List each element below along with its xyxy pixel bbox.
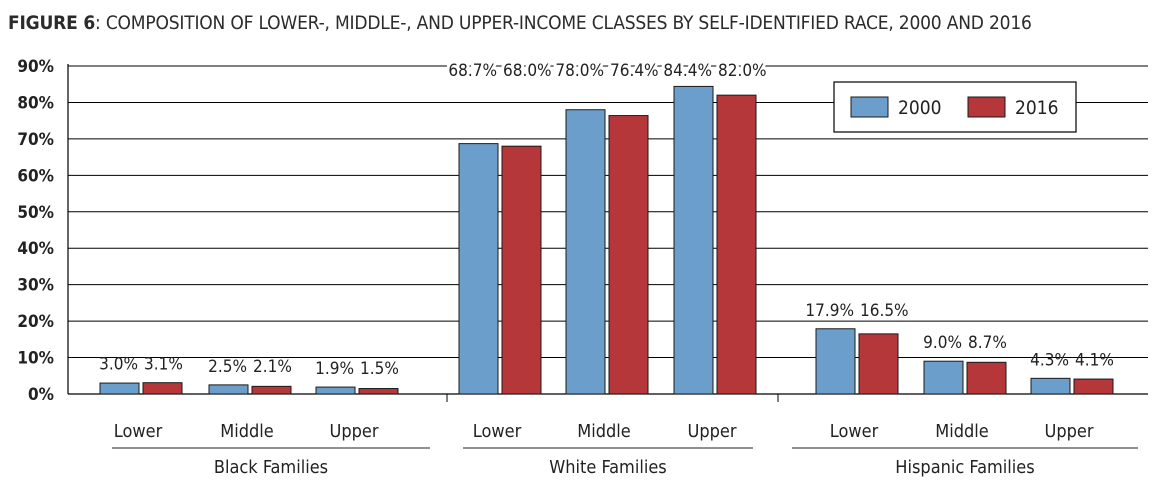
bar-2000 [99,382,140,395]
bar-2000 [208,384,249,395]
figure-title: FIGURE 6: COMPOSITION OF LOWER-, MIDDLE-… [8,6,1032,40]
data-label: 16.5% [860,301,909,321]
legend-label: 2000 [898,97,942,119]
bar-2016 [608,115,649,395]
data-label: 2.5% [208,357,247,377]
bar-2016 [501,145,542,395]
bar-2016 [142,382,183,395]
data-label: 84.4% [663,61,712,81]
category-label: Middle [935,421,989,442]
figure-label: FIGURE 6 [8,12,96,34]
bar-2000 [315,386,356,395]
y-tick-label: 40% [17,239,54,259]
data-label: 68.0% [503,61,552,81]
y-tick-label: 60% [17,166,54,186]
data-label: 2.1% [253,357,292,377]
data-label: 76.4% [610,61,659,81]
category-label: Upper [687,421,736,442]
category-label: Upper [1044,421,1093,442]
y-tick-label: 50% [17,203,54,223]
bar-2000 [458,143,499,395]
data-label: 9.0% [923,333,962,353]
legend-label: 2016 [1015,97,1059,119]
y-tick-label: 70% [17,130,54,150]
bar-2000 [565,109,606,395]
data-label: 82.0% [718,61,767,81]
category-label: Lower [830,421,879,442]
y-tick-label: 90% [17,57,54,77]
category-label: Middle [577,421,631,442]
y-tick-label: 0% [28,385,54,405]
data-label: 3.0% [99,355,138,375]
legend-swatch-2016 [967,96,1006,118]
bar-2000 [923,360,964,395]
data-label: 17.9% [805,301,854,321]
data-label: 1.5% [360,359,399,379]
y-tick-label: 30% [17,276,54,296]
data-label: 8.7% [968,333,1007,353]
group-label: Black Families [214,457,328,478]
category-label: Lower [114,421,163,442]
bar-2016 [858,333,899,395]
data-label: 1.9% [315,359,354,379]
legend-swatch-2000 [850,96,889,118]
y-tick-label: 20% [17,312,54,332]
category-label: Middle [220,421,274,442]
data-label: 68.7% [448,61,497,81]
bar-2000 [815,328,856,395]
bar-2016 [966,361,1007,395]
data-label: 4.1% [1075,350,1114,370]
y-tick-label: 80% [17,93,54,113]
y-tick-label: 10% [17,349,54,369]
bar-2000 [1030,377,1071,395]
data-label: 3.1% [144,355,183,375]
bar-2016 [716,94,757,395]
group-label: White Families [549,457,667,478]
figure-title-text: : COMPOSITION OF LOWER-, MIDDLE-, AND UP… [95,12,1032,34]
bar-2016 [1073,378,1114,395]
data-label: 4.3% [1030,350,1069,370]
bar-2000 [673,85,714,395]
data-label: 78.0% [555,61,604,81]
bar-2016 [358,388,399,395]
category-label: Upper [329,421,378,442]
group-label: Hispanic Families [895,457,1034,478]
category-label: Lower [473,421,522,442]
bar-2016 [251,385,292,395]
